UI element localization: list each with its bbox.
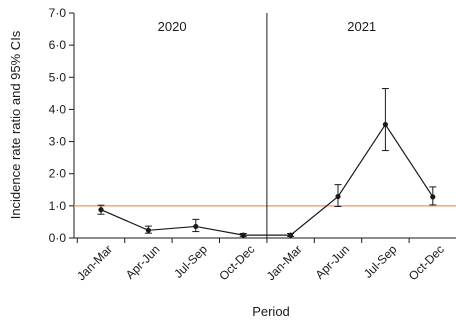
group-labels: 2020 2021	[158, 19, 377, 34]
y-tick-label: 5·0	[49, 70, 67, 84]
x-tick-label: Apr-Jun	[313, 242, 353, 282]
x-tick-label: Jul-Sep	[171, 242, 210, 281]
group-label: 2020	[158, 19, 187, 34]
y-tick-label: 7·0	[49, 6, 67, 20]
x-axis: Jan-Mar Apr-Jun Jul-Sep Oct-Dec Jan-Mar Apr-J…	[74, 237, 456, 283]
x-tick-label: Oct-Dec	[216, 242, 257, 283]
data-point	[335, 193, 341, 200]
y-axis: 0·0 1·0 2·0 3·0 4·0 5·0 6·0 7·0	[49, 6, 75, 245]
y-tick-label: 4·0	[49, 102, 67, 116]
x-tick-label: Jan-Mar	[264, 242, 305, 283]
x-tick-label: Jul-Sep	[361, 242, 400, 281]
y-tick-label: 0·0	[49, 231, 67, 245]
y-tick-label: 3·0	[49, 135, 67, 149]
x-axis-label: Period	[252, 304, 290, 319]
y-tick-label: 1·0	[49, 199, 67, 213]
data-point	[145, 227, 151, 233]
data-point	[288, 232, 294, 238]
data-point	[98, 207, 104, 213]
y-axis-label: Incidence rate ratio and 95% CIs	[8, 30, 23, 219]
x-tick-label: Apr-Jun	[123, 242, 163, 282]
group-label: 2021	[347, 19, 376, 34]
data-point	[193, 223, 199, 230]
series-line	[100, 123, 434, 236]
y-tick-label: 2·0	[49, 167, 67, 181]
series	[97, 88, 437, 238]
data-point	[240, 232, 246, 238]
data-point	[382, 121, 388, 128]
x-tick-label: Jan-Mar	[74, 242, 115, 283]
x-tick-label: Oct-Dec	[406, 242, 447, 283]
y-tick-label: 6·0	[49, 38, 67, 52]
data-point	[430, 194, 436, 200]
